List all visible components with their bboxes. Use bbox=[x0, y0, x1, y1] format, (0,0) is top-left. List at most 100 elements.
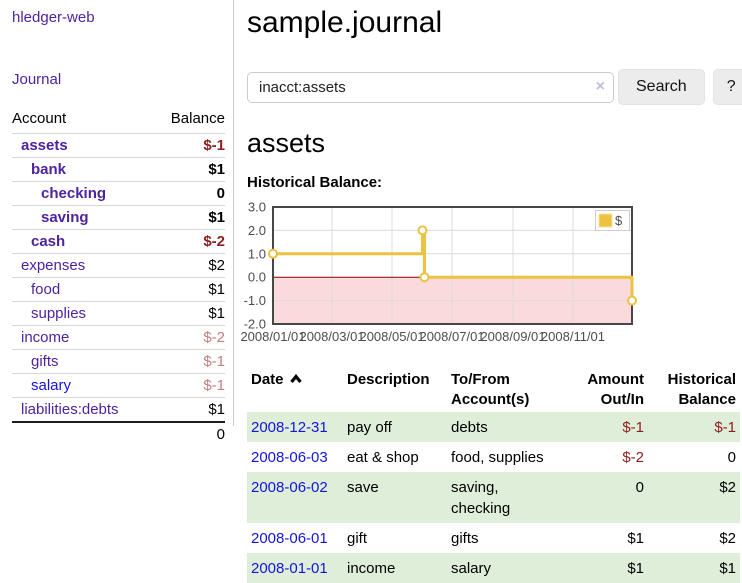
register-header-row: Date Description To/From Account(s) Amou… bbox=[247, 368, 740, 412]
account-balance: $2 bbox=[208, 257, 225, 274]
column-header-accounts: To/From Account(s) bbox=[451, 371, 530, 408]
account-balance: $1 bbox=[208, 401, 225, 418]
transaction-balance: $2 bbox=[719, 530, 736, 547]
svg-text:2008/09/01: 2008/09/01 bbox=[480, 329, 545, 344]
transaction-description: gift bbox=[347, 530, 368, 547]
svg-text:2008/07/01: 2008/07/01 bbox=[419, 329, 484, 344]
account-row: cash $-2 bbox=[12, 229, 225, 254]
transaction-amount: $1 bbox=[627, 530, 644, 547]
account-balance: $1 bbox=[208, 209, 225, 226]
app-title-link[interactable]: hledger-web bbox=[12, 9, 95, 26]
accounts-header-balance: Balance bbox=[170, 110, 225, 127]
column-header-amount: Amount Out/In bbox=[587, 371, 644, 408]
transaction-balance: $2 bbox=[719, 479, 736, 496]
help-button[interactable]: ? bbox=[712, 69, 742, 105]
clear-search-icon[interactable]: × bbox=[595, 78, 605, 95]
transaction-balance: $1 bbox=[719, 560, 736, 577]
column-header-date[interactable]: Date bbox=[247, 368, 343, 412]
transaction-balance: $-1 bbox=[714, 419, 736, 436]
sidebar-divider bbox=[233, 0, 234, 426]
column-header-date-label: Date bbox=[251, 371, 284, 388]
account-link-gifts[interactable]: gifts bbox=[31, 353, 59, 370]
account-balance: $-1 bbox=[203, 377, 225, 394]
transaction-date-link[interactable]: 2008-06-01 bbox=[251, 530, 328, 547]
transaction-amount: $-1 bbox=[622, 419, 644, 436]
transaction-amount: $-2 bbox=[622, 449, 644, 466]
account-row: salary $-1 bbox=[12, 373, 225, 398]
sort-ascending-icon bbox=[289, 370, 303, 390]
search-button[interactable]: Search bbox=[618, 69, 705, 105]
register-row: 2008-06-01 gift gifts $1 $2 bbox=[247, 523, 740, 553]
svg-text:2008/03/01: 2008/03/01 bbox=[299, 329, 364, 344]
account-balance: $-2 bbox=[203, 329, 225, 346]
svg-text:0.0: 0.0 bbox=[248, 270, 266, 285]
accounts-header-row: Account Balance bbox=[12, 106, 225, 134]
transaction-description: eat & shop bbox=[347, 449, 419, 466]
account-row: checking 0 bbox=[12, 181, 225, 206]
account-link-bank[interactable]: bank bbox=[31, 161, 67, 178]
column-header-description: Description bbox=[347, 371, 430, 388]
account-link-supplies[interactable]: supplies bbox=[31, 305, 87, 322]
account-balance: $-1 bbox=[203, 137, 225, 154]
transaction-date-link[interactable]: 2008-06-03 bbox=[251, 449, 328, 466]
account-link-liabilities-debts[interactable]: liabilities:debts bbox=[21, 401, 119, 418]
column-header-balance: Historical Balance bbox=[667, 371, 736, 408]
search-bar: × Search ? bbox=[247, 69, 742, 105]
accounts-total: 0 bbox=[153, 421, 225, 446]
account-link-assets[interactable]: assets bbox=[21, 137, 68, 154]
page-title: sample.journal bbox=[247, 6, 443, 39]
account-balance: 0 bbox=[216, 185, 225, 202]
transaction-description: income bbox=[347, 560, 396, 577]
accounts-header-account: Account bbox=[12, 110, 67, 127]
svg-text:1.0: 1.0 bbox=[248, 246, 266, 261]
account-row: expenses $2 bbox=[12, 253, 225, 278]
account-row: assets $-1 bbox=[12, 133, 225, 158]
svg-text:$: $ bbox=[615, 213, 623, 228]
account-balance: $1 bbox=[208, 281, 225, 298]
account-link-saving[interactable]: saving bbox=[41, 209, 89, 226]
transaction-accounts: gifts bbox=[451, 530, 479, 547]
search-input-wrap: × bbox=[247, 72, 614, 103]
svg-text:2008/11/01: 2008/11/01 bbox=[541, 329, 605, 344]
account-row: food $1 bbox=[12, 277, 225, 302]
account-link-income[interactable]: income bbox=[21, 329, 70, 346]
account-balance: $-2 bbox=[203, 233, 225, 250]
accounts-total-row: 0 bbox=[12, 421, 225, 446]
svg-text:2008/01/01: 2008/01/01 bbox=[240, 329, 305, 344]
transaction-balance: 0 bbox=[727, 449, 736, 466]
sidebar: hledger-web Journal Account Balance asse… bbox=[0, 0, 233, 446]
transaction-date-link[interactable]: 2008-12-31 bbox=[251, 419, 328, 436]
transaction-accounts: salary bbox=[451, 560, 492, 577]
transaction-amount: $1 bbox=[627, 560, 644, 577]
svg-text:2.0: 2.0 bbox=[248, 223, 266, 238]
sidebar-item-journal[interactable]: Journal bbox=[12, 71, 62, 88]
account-link-expenses[interactable]: expenses bbox=[21, 257, 86, 274]
account-row: saving $1 bbox=[12, 205, 225, 230]
account-link-salary[interactable]: salary bbox=[31, 377, 72, 394]
register-row: 2008-06-03 eat & shop food, supplies $-2… bbox=[247, 442, 740, 472]
transaction-description: save bbox=[347, 479, 379, 496]
account-balance: $1 bbox=[208, 305, 225, 322]
account-balance: $-1 bbox=[203, 353, 225, 370]
account-link-food[interactable]: food bbox=[31, 281, 61, 298]
transaction-amount: 0 bbox=[635, 479, 644, 496]
account-link-checking[interactable]: checking bbox=[41, 185, 107, 202]
chart-title: Historical Balance: bbox=[247, 174, 383, 191]
search-input[interactable] bbox=[247, 72, 614, 103]
svg-text:2008/05/01: 2008/05/01 bbox=[359, 329, 424, 344]
transaction-description: pay off bbox=[347, 419, 392, 436]
account-row: income $-2 bbox=[12, 325, 225, 350]
historical-balance-chart: 3.0 2.0 1.0 0.0 -1.0 -2.02008/01/012008/03/01… bbox=[240, 200, 637, 344]
account-link-cash[interactable]: cash bbox=[31, 233, 66, 250]
account-row: supplies $1 bbox=[12, 301, 225, 326]
svg-text:3.0: 3.0 bbox=[248, 200, 266, 215]
account-row: gifts $-1 bbox=[12, 349, 225, 374]
transaction-date-link[interactable]: 2008-01-01 bbox=[251, 560, 328, 577]
main-content: sample.journal × Search ? assets Histori… bbox=[240, 0, 742, 583]
account-page-title: assets bbox=[247, 128, 326, 158]
account-row: liabilities:debts $1 bbox=[12, 397, 225, 423]
transaction-date-link[interactable]: 2008-06-02 bbox=[251, 479, 328, 496]
svg-text:-2.0: -2.0 bbox=[244, 317, 266, 332]
transaction-accounts: food, supplies bbox=[451, 449, 544, 466]
register-row: 2008-06-02 save saving, checking 0 $2 bbox=[247, 472, 740, 523]
